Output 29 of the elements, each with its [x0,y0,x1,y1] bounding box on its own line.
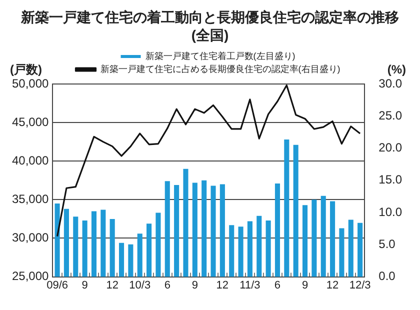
x-tick-label: 9 [192,279,198,292]
y-tick-label: 45,000 [12,114,50,129]
y2-tick-label: 10.0 [378,204,402,219]
y2-tick-label: 5.0 [378,236,396,251]
y-tick-label: 30,000 [12,230,50,245]
legend-label: 新築一戸建て住宅着工戸数(左目盛り) [145,50,296,61]
x-tick-label: 09/6 [46,279,68,292]
x-tick-label: 11/3 [240,279,260,292]
x-tick-label: 6 [164,279,170,292]
x-tick-label: 12 [326,279,339,292]
y2-axis-title: (%) [387,62,406,76]
x-tick-label: 12 [216,279,229,292]
x-tick-label: 12/3 [349,279,371,292]
y2-tick-label: 30.0 [378,76,402,90]
y-tick-label: 40,000 [12,153,50,168]
y2-tick-label: 25.0 [378,108,402,122]
legend-label: 新築一戸建て住宅に占める長期優良住宅の認定率(右目盛り) [100,64,340,74]
y-tick-label: 50,000 [12,76,50,90]
x-tick-label: 10/3 [129,279,151,292]
y-tick-label: 35,000 [12,192,50,206]
x-tick-label: 9 [302,279,308,292]
x-tick-label: 12 [106,279,118,292]
x-tick-label: 6 [274,279,281,292]
chart-title: 新築一戸建て住宅の着工動向と長期優良住宅の認定率の推移 (全国) [20,8,400,44]
x-tick-label: 9 [82,279,88,292]
y2-tick-label: 0.0 [378,269,396,284]
y-axis-title: (戸数) [10,62,42,76]
y2-tick-label: 20.0 [378,140,402,155]
y2-tick-label: 15.0 [378,172,402,187]
